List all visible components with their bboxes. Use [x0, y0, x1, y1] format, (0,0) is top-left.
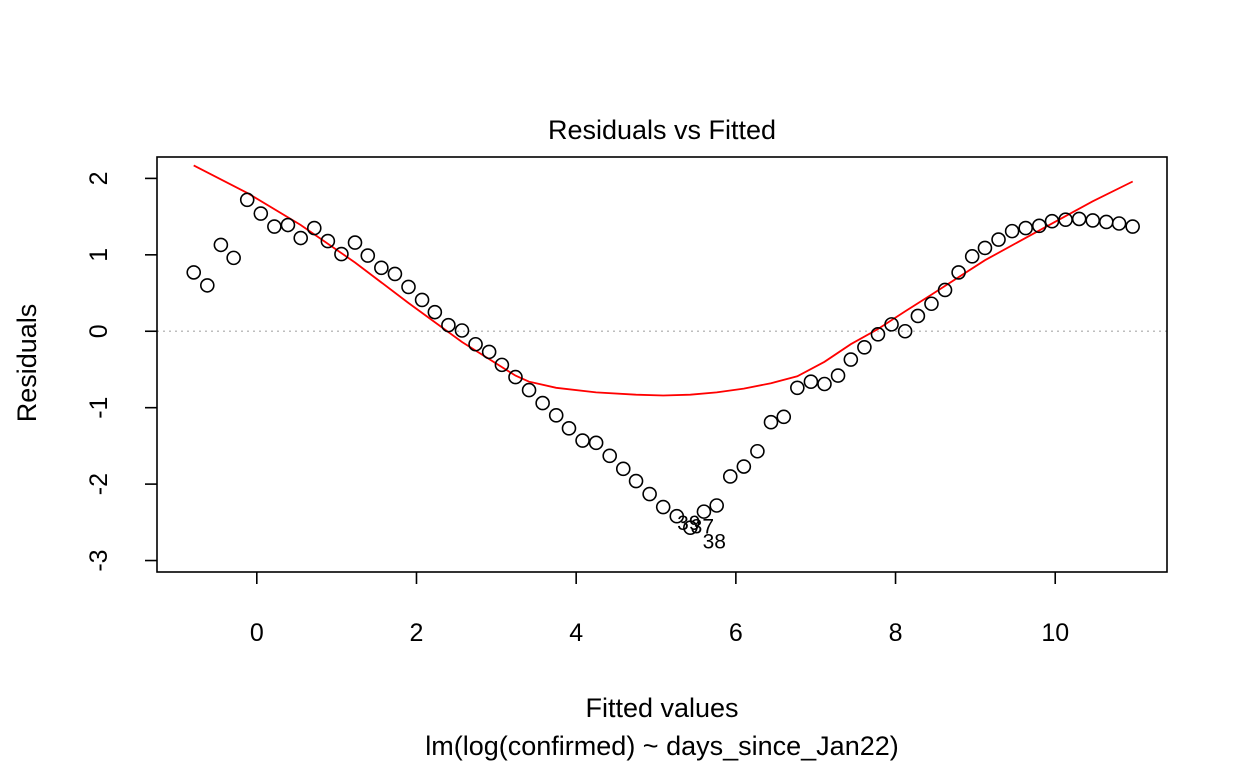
- residual-point: [334, 246, 349, 262]
- y-tick-label: -3: [85, 549, 113, 571]
- residual-point: [615, 461, 631, 477]
- residual-point: [628, 473, 644, 489]
- x-tick-label: 4: [569, 619, 583, 647]
- residual-point: [521, 382, 537, 398]
- residual-point: [347, 235, 363, 250]
- residual-point: [1004, 223, 1020, 239]
- residual-point: [1018, 220, 1033, 236]
- residual-point: [360, 248, 376, 263]
- residual-point: [977, 240, 993, 256]
- residual-point: [213, 237, 229, 253]
- residual-point: [494, 357, 510, 373]
- y-tick-label: -1: [85, 397, 113, 419]
- x-tick-label: 2: [410, 619, 424, 647]
- residual-point: [414, 292, 430, 308]
- x-tick-label: 8: [889, 619, 903, 647]
- residual-point: [280, 217, 296, 233]
- residual-point: [776, 409, 792, 425]
- residual-point: [709, 498, 724, 513]
- residual-point: [951, 265, 966, 280]
- residual-point: [843, 352, 859, 367]
- residual-point: [736, 459, 752, 474]
- x-tick-label: 0: [250, 619, 264, 647]
- point-label: 38: [703, 531, 726, 554]
- residual-point: [387, 266, 403, 282]
- residual-point: [1111, 216, 1127, 231]
- residual-point: [481, 344, 497, 360]
- residual-point: [320, 233, 336, 249]
- residual-point: [575, 433, 590, 448]
- residual-point: [535, 395, 550, 411]
- chart-subtitle: lm(log(confirmed) ~ days_since_Jan22): [425, 731, 898, 761]
- residual-point: [803, 374, 819, 389]
- residual-point: [964, 249, 980, 264]
- residual-point: [1125, 219, 1140, 234]
- residual-point: [602, 448, 618, 464]
- x-tick-label: 10: [1041, 619, 1069, 647]
- residual-point: [897, 323, 913, 339]
- residual-point: [306, 220, 322, 236]
- residual-point: [669, 508, 685, 524]
- residual-point: [655, 499, 671, 515]
- point-label: 37: [691, 515, 714, 538]
- residual-point: [200, 278, 215, 293]
- residual-point: [427, 304, 443, 320]
- residual-point: [1031, 218, 1047, 234]
- residual-point: [750, 443, 765, 459]
- x-tick-label: 6: [729, 619, 743, 647]
- y-axis: -3 -2 -1 0 1 2: [85, 171, 157, 572]
- residual-point: [293, 230, 309, 246]
- residual-point: [454, 323, 470, 338]
- residual-point: [830, 368, 846, 383]
- residual-point: [508, 369, 523, 385]
- residual-point: [857, 340, 872, 355]
- plot-area-border: [156, 156, 1168, 573]
- residual-point: [870, 327, 886, 342]
- residual-point: [696, 504, 712, 519]
- residual-point: [991, 232, 1006, 247]
- residual-point: [884, 317, 899, 332]
- residual-point: [817, 376, 832, 392]
- residual-point: [937, 282, 953, 298]
- residual-point: [226, 250, 241, 266]
- residual-point: [441, 317, 456, 333]
- residual-point: [763, 414, 779, 430]
- residual-point: [910, 308, 926, 324]
- residual-point: [253, 206, 269, 221]
- residual-point: [790, 380, 805, 396]
- y-tick-label: -2: [85, 473, 113, 495]
- y-tick-label: 1: [85, 248, 113, 262]
- x-axis-label: Fitted values: [585, 693, 738, 723]
- residual-point: [683, 520, 698, 535]
- residual-point: [561, 421, 577, 436]
- smoother-line: [193, 164, 1134, 397]
- residual-point: [924, 296, 939, 312]
- residual-point: [468, 336, 483, 352]
- residual-point: [722, 469, 738, 484]
- x-axis: 0 2 4 6 8 10: [250, 572, 1069, 647]
- residual-point: [401, 279, 416, 295]
- chart-title: Residuals vs Fitted: [548, 115, 776, 145]
- residual-points: [186, 192, 1140, 535]
- residual-point: [239, 192, 255, 208]
- y-tick-label: 2: [85, 171, 113, 185]
- residual-point: [374, 260, 389, 276]
- point-label: 39: [677, 512, 700, 535]
- residual-point: [588, 435, 604, 451]
- residual-point: [548, 408, 564, 423]
- residual-point: [186, 265, 202, 280]
- y-tick-label: 0: [85, 324, 113, 338]
- y-axis-label: Residuals: [12, 304, 42, 423]
- residual-point: [642, 486, 657, 502]
